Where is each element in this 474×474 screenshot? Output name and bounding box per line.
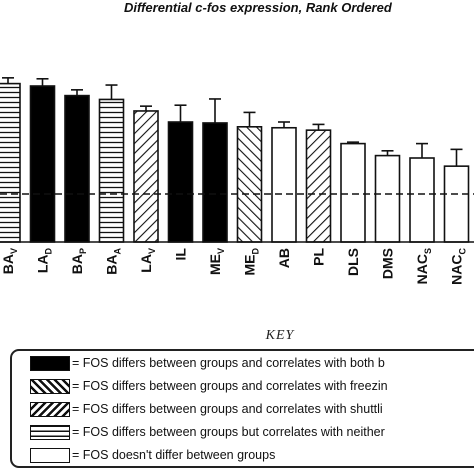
x-tick-label: DMS [380, 248, 396, 279]
key-swatch-solid [30, 355, 70, 371]
x-tick-label: MEV [207, 248, 226, 275]
bar-lad [29, 85, 56, 243]
key-row: = FOS doesn't differ between groups [30, 446, 275, 464]
bar-pl [305, 129, 332, 243]
bar-med [236, 126, 263, 243]
x-tick-label: PL [311, 248, 327, 266]
bar-mev [202, 122, 228, 243]
key-swatch-diag-left [30, 378, 70, 394]
x-tick-label: AB [276, 248, 292, 268]
bar-dls [340, 142, 366, 243]
x-tick-label: LAD [35, 248, 54, 274]
key-swatch-diag-right [30, 401, 70, 417]
x-tick-label: BAV [0, 248, 19, 274]
key-title: KEY [265, 328, 295, 343]
key-text: = FOS differs between groups but correla… [72, 425, 385, 439]
x-tick-label: IL [173, 248, 189, 261]
x-tick-label: NACS [414, 248, 433, 284]
bar-nacs [409, 157, 435, 243]
bar-dms [374, 154, 401, 243]
chart-title: Differential c-fos expression, Rank Orde… [124, 0, 392, 15]
key-row: = FOS differs between groups but correla… [30, 423, 385, 441]
key-text: = FOS doesn't differ between groups [72, 448, 276, 462]
x-tick-label: BAA [104, 248, 123, 275]
x-tick-label: DLS [345, 248, 361, 276]
key-row: = FOS differs between groups and correla… [30, 377, 388, 395]
key-legend-box: = FOS differs between groups and correla… [10, 349, 474, 468]
bar-ab [271, 126, 297, 243]
key-row: = FOS differs between groups and correla… [30, 354, 385, 372]
key-text: = FOS differs between groups and correla… [72, 402, 383, 416]
key-text: = FOS differs between groups and correla… [72, 379, 388, 393]
bar-chart: BAV LAD BAP BAA LAV IL MEV MED AB PL DLS DMS NACS NAC… [0, 77, 474, 285]
x-tick-label: NACC [449, 248, 468, 285]
key-swatch-horizontal [30, 424, 70, 440]
bar-bav [0, 82, 21, 243]
key-swatch-open [30, 447, 70, 463]
bar-nacc [443, 165, 470, 243]
x-tick-label: MED [242, 248, 261, 276]
key-text: = FOS differs between groups and correla… [72, 356, 385, 370]
bar-il [167, 121, 194, 243]
bar-bap [64, 94, 90, 243]
key-row: = FOS differs between groups and correla… [30, 400, 383, 418]
bar-baa [98, 98, 125, 243]
bar-lav [133, 110, 159, 243]
x-tick-label: BAP [69, 248, 88, 274]
x-tick-label: LAV [138, 248, 157, 273]
